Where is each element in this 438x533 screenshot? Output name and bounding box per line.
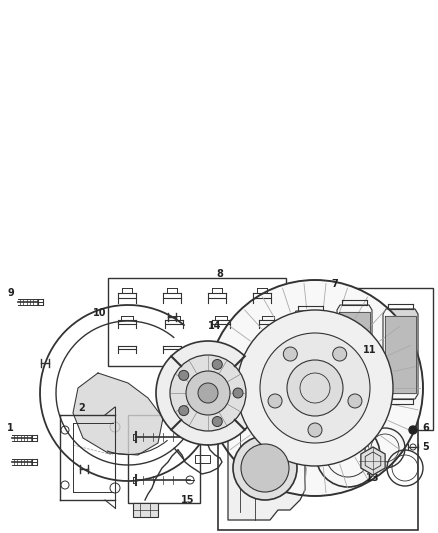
Circle shape (308, 423, 322, 437)
Circle shape (179, 406, 189, 416)
Bar (108, 278, 286, 366)
Circle shape (348, 394, 362, 408)
Text: 1: 1 (7, 423, 14, 433)
Text: 14: 14 (208, 321, 222, 331)
Circle shape (287, 360, 343, 416)
Polygon shape (228, 410, 305, 520)
Circle shape (409, 426, 417, 434)
Bar (285, 288, 433, 430)
Circle shape (212, 359, 222, 369)
Polygon shape (383, 309, 418, 399)
Bar (133, 503, 158, 517)
Text: 2: 2 (79, 403, 85, 413)
Circle shape (207, 280, 423, 496)
Text: 3: 3 (161, 403, 167, 413)
Polygon shape (339, 312, 370, 389)
Circle shape (237, 310, 393, 466)
Polygon shape (295, 318, 326, 395)
Circle shape (179, 370, 189, 381)
Text: 7: 7 (332, 279, 339, 289)
Polygon shape (337, 305, 372, 395)
Text: 9: 9 (7, 288, 14, 298)
Circle shape (233, 388, 243, 398)
Text: 15: 15 (181, 495, 195, 505)
Circle shape (233, 436, 297, 500)
Bar (128, 415, 200, 503)
Circle shape (212, 416, 222, 426)
Circle shape (260, 333, 370, 443)
Bar (218, 400, 418, 530)
Text: 4: 4 (297, 393, 304, 403)
Circle shape (156, 341, 260, 445)
Text: 5: 5 (422, 442, 429, 452)
Text: 11: 11 (363, 345, 377, 355)
Circle shape (268, 394, 282, 408)
Circle shape (241, 444, 289, 492)
Polygon shape (385, 316, 416, 393)
Text: 13: 13 (366, 473, 380, 483)
Circle shape (186, 371, 230, 415)
Circle shape (283, 347, 297, 361)
Polygon shape (293, 311, 328, 401)
Circle shape (170, 355, 246, 431)
Text: 8: 8 (216, 269, 223, 279)
Text: 10: 10 (93, 308, 107, 318)
Circle shape (333, 347, 347, 361)
Polygon shape (361, 447, 385, 475)
Circle shape (198, 383, 218, 403)
Text: 6: 6 (422, 423, 429, 433)
Bar (195, 455, 210, 463)
Polygon shape (73, 373, 163, 455)
